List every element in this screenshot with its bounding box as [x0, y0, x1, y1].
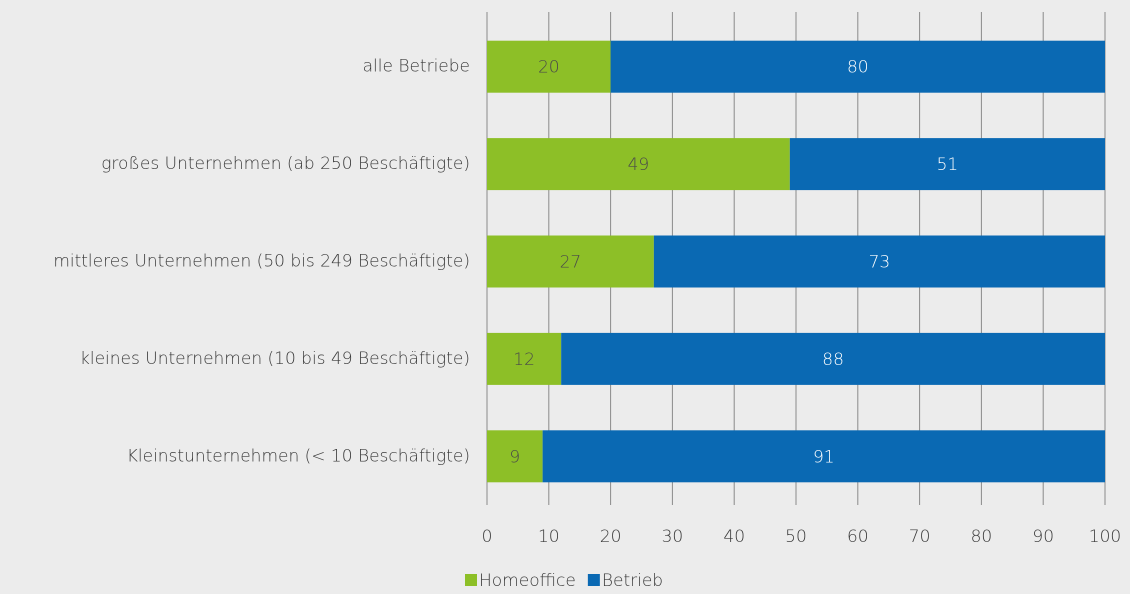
value-label: 80 [847, 58, 869, 78]
y-tick-label: großes Unternehmen (ab 250 Beschäftigte) [101, 154, 470, 174]
x-tick-label: 20 [600, 527, 622, 547]
y-tick-label: Kleinstunternehmen (< 10 Beschäftigte) [127, 446, 470, 466]
x-tick-label: 70 [909, 527, 931, 547]
bar-segment [487, 430, 543, 483]
x-tick-label: 90 [1032, 527, 1054, 547]
y-tick-label: kleines Unternehmen (10 bis 49 Beschäfti… [80, 349, 470, 369]
x-tick-label: 50 [785, 527, 807, 547]
value-label: 88 [822, 350, 844, 370]
bar-segment [561, 332, 1105, 385]
bar-segment [542, 430, 1105, 483]
legend-label: Betrieb [602, 571, 663, 591]
legend-label: Homeoffice [479, 571, 576, 591]
legend-swatch [587, 574, 600, 586]
value-label: 49 [628, 155, 650, 175]
x-tick-label: 0 [482, 527, 493, 547]
value-label: 27 [560, 253, 582, 273]
value-label: 12 [513, 350, 535, 370]
value-label: 20 [538, 58, 560, 78]
value-label: 51 [937, 155, 959, 175]
bar-segment [610, 40, 1105, 93]
x-tick-label: 80 [971, 527, 993, 547]
x-tick-label: 30 [662, 527, 684, 547]
y-tick-label: mittleres Unternehmen (50 bis 249 Beschä… [53, 252, 470, 272]
bar-segment [653, 235, 1105, 288]
value-label: 73 [869, 253, 891, 273]
x-tick-label: 10 [538, 527, 560, 547]
y-tick-label: alle Betriebe [363, 57, 470, 77]
bar-segment [487, 138, 790, 191]
bar-segment [487, 235, 654, 288]
legend-swatch [465, 574, 477, 586]
x-tick-label: 60 [847, 527, 869, 547]
bar-segment [487, 40, 611, 93]
x-tick-label: 100 [1089, 527, 1121, 547]
bar-segment [487, 332, 562, 385]
value-label: 9 [509, 447, 520, 467]
bar-segment [789, 138, 1105, 191]
value-label: 91 [813, 447, 835, 467]
x-tick-label: 40 [723, 527, 745, 547]
